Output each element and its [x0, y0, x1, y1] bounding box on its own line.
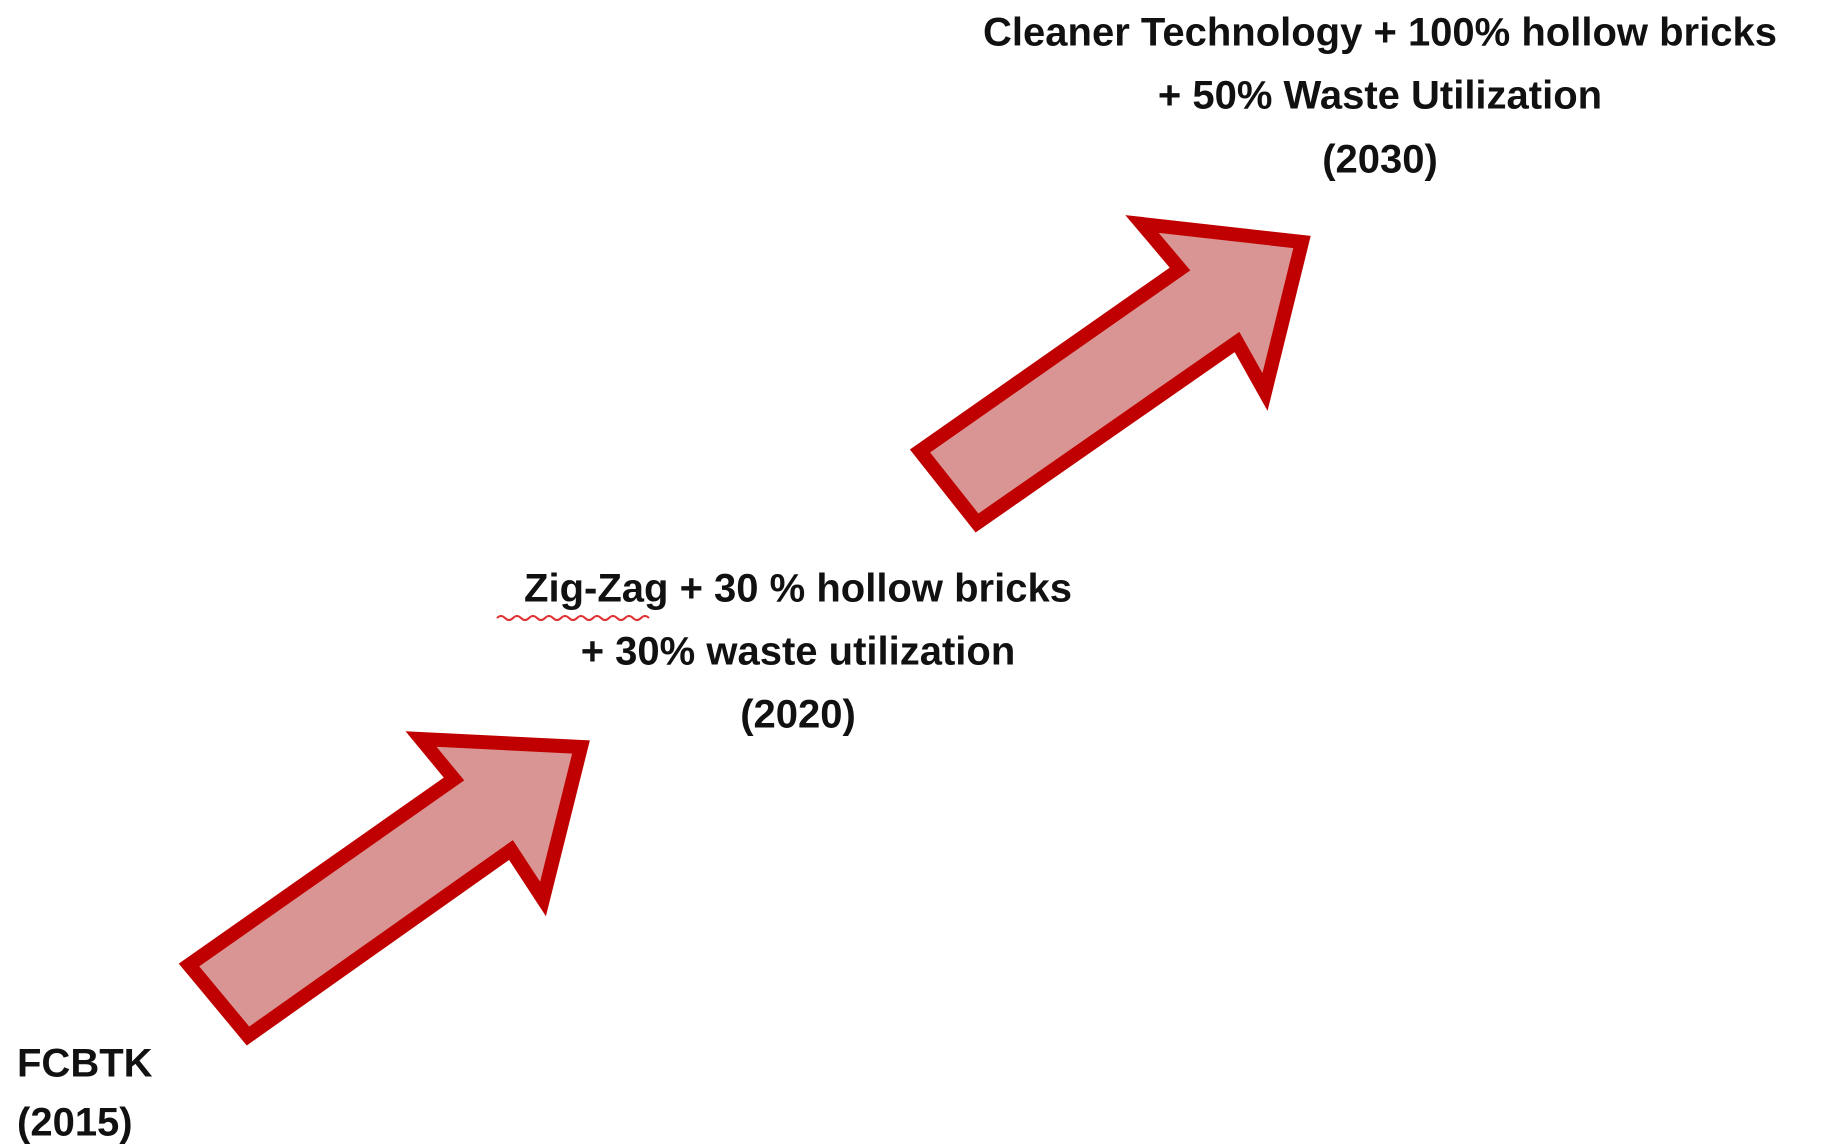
spellcheck-underline — [496, 615, 650, 621]
stage-label: FCBTK — [17, 1042, 153, 1086]
stage-label: Zig-Zag + 30 % hollow bricks — [524, 567, 1072, 611]
arrow — [909, 215, 1311, 533]
stage-label: + 30% waste utilization — [581, 630, 1016, 674]
stage-label: (2015) — [17, 1101, 133, 1145]
arrow — [178, 731, 590, 1046]
stage-label: (2020) — [740, 693, 856, 737]
stage-label: + 50% Waste Utilization — [1158, 74, 1602, 118]
stage-label: Cleaner Technology + 100% hollow bricks — [983, 11, 1777, 55]
stage-label: (2030) — [1322, 138, 1438, 182]
